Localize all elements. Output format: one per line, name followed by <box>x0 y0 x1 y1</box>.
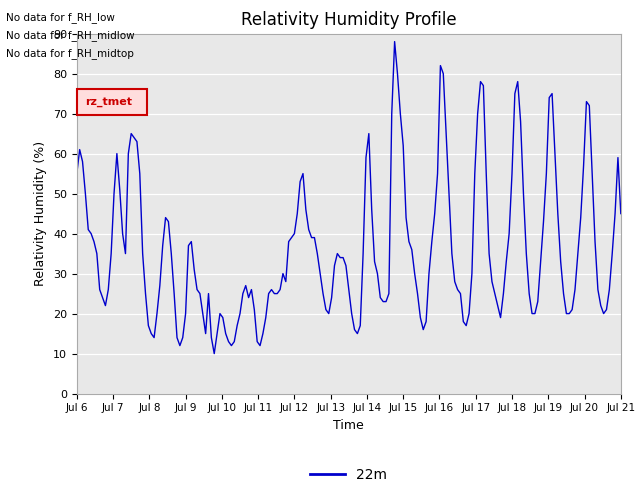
Text: No data for f_RH_midlow: No data for f_RH_midlow <box>6 30 135 41</box>
X-axis label: Time: Time <box>333 419 364 432</box>
Title: Relativity Humidity Profile: Relativity Humidity Profile <box>241 11 456 29</box>
Legend: 22m: 22m <box>305 462 393 480</box>
Text: rz_tmet: rz_tmet <box>85 97 132 107</box>
Y-axis label: Relativity Humidity (%): Relativity Humidity (%) <box>35 141 47 286</box>
Text: No data for f_RH_low: No data for f_RH_low <box>6 12 115 23</box>
Text: No data for f_RH_midtop: No data for f_RH_midtop <box>6 48 134 60</box>
